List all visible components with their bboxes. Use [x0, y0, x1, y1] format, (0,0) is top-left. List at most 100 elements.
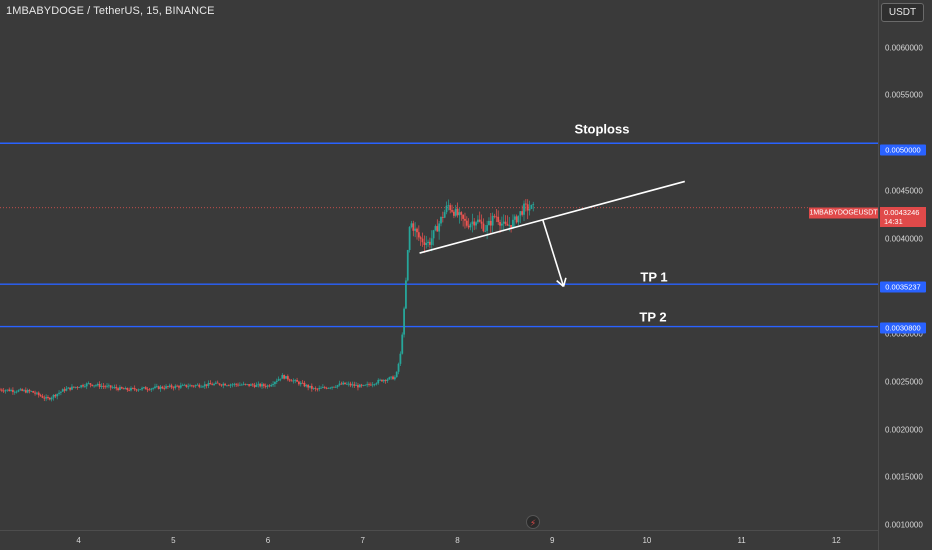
- candle-body: [451, 210, 453, 212]
- candle-body: [347, 383, 350, 385]
- candle-body: [36, 392, 38, 394]
- candle-body: [305, 384, 308, 387]
- candle-body: [368, 384, 370, 385]
- candle-body: [512, 219, 514, 228]
- lightning-icon[interactable]: ⚡: [526, 515, 540, 529]
- candle-body: [362, 385, 365, 386]
- candle-body: [131, 387, 134, 389]
- currency-button[interactable]: USDT: [881, 3, 924, 22]
- candle-body: [109, 385, 112, 388]
- candle-body: [423, 242, 426, 245]
- symbol-title: 1MBABYDOGE / TetherUS, 15, BINANCE: [6, 5, 215, 17]
- stoploss-price-label: 0.0050000: [880, 144, 926, 156]
- candle-body: [325, 387, 328, 389]
- candle-body: [272, 384, 274, 386]
- candle-body: [399, 353, 402, 364]
- candle-body: [115, 387, 118, 389]
- candle-body: [401, 334, 404, 354]
- candle-body: [176, 385, 179, 387]
- candle-body: [111, 387, 114, 389]
- candle-body: [30, 391, 33, 392]
- candle-body: [274, 382, 276, 385]
- candle-body: [279, 378, 282, 380]
- candle-body: [117, 388, 119, 390]
- candle-body: [37, 392, 40, 396]
- candle-body: [178, 386, 180, 388]
- candle-body: [309, 385, 311, 388]
- candle-body: [290, 380, 293, 382]
- candle-body: [85, 383, 88, 387]
- candle-body: [72, 386, 75, 388]
- candle-body: [333, 386, 335, 388]
- candle-body: [207, 382, 210, 386]
- candle-body: [340, 383, 343, 385]
- candle-body: [152, 388, 155, 389]
- candle-body: [432, 230, 435, 239]
- candle-body: [165, 386, 167, 389]
- candle-body: [513, 216, 516, 220]
- price-axis-divider: [878, 0, 879, 550]
- candle-body: [381, 379, 383, 382]
- candle-body: [395, 371, 398, 378]
- candle-body: [323, 387, 326, 388]
- candle-body: [124, 388, 127, 390]
- arrow-head-1: [562, 277, 567, 287]
- candle-body: [307, 384, 310, 388]
- candle-body: [6, 389, 9, 391]
- candle-body: [465, 220, 468, 226]
- candle-body: [436, 226, 439, 232]
- candle-body: [154, 386, 156, 389]
- candle-body: [266, 385, 269, 387]
- candle-body: [298, 381, 300, 385]
- candle-body: [19, 389, 22, 391]
- candle-body: [133, 388, 136, 390]
- candle-body: [83, 386, 86, 388]
- candle-body: [251, 384, 254, 386]
- current-price-tag: 0.0043246 14:31: [880, 207, 926, 227]
- candle-body: [28, 390, 31, 392]
- candle-body: [226, 385, 228, 387]
- x-tick-label: 8: [455, 536, 460, 545]
- candle-body: [122, 388, 125, 390]
- candle-body: [15, 391, 18, 393]
- candle-body: [167, 386, 169, 388]
- candle-body: [213, 383, 215, 386]
- x-tick-label: 9: [549, 536, 555, 545]
- candle-body: [517, 215, 520, 223]
- candle-body: [447, 205, 450, 207]
- candle-body: [506, 223, 509, 226]
- candle-body: [458, 212, 461, 216]
- candle-body: [434, 226, 437, 231]
- bar-countdown: 14:31: [884, 217, 903, 226]
- candle-body: [128, 389, 131, 391]
- candle-body: [438, 223, 441, 232]
- candle-body: [349, 383, 352, 386]
- x-tick-label: 5: [171, 536, 176, 545]
- time-axis-divider: [0, 530, 878, 531]
- candle-body: [425, 243, 428, 245]
- candle-body: [429, 241, 431, 245]
- candle-body: [107, 385, 110, 387]
- candle-body: [508, 224, 511, 226]
- candle-body: [187, 386, 190, 388]
- candle-body: [456, 208, 459, 216]
- tp1-price-label: 0.0035237: [880, 281, 926, 293]
- candle-body: [246, 384, 249, 385]
- candle-body: [50, 397, 53, 400]
- candle-body: [366, 384, 369, 385]
- candle-body: [392, 376, 394, 380]
- candle-body: [4, 390, 7, 392]
- candle-body: [261, 384, 263, 387]
- candle-body: [185, 384, 188, 387]
- candle-body: [329, 387, 332, 389]
- candle-body: [296, 379, 298, 382]
- y-tick-label: 0.0025000: [885, 377, 923, 387]
- candle-body: [285, 376, 287, 379]
- y-tick-label: 0.0030000: [885, 329, 923, 339]
- candle-body: [497, 216, 500, 223]
- candle-body: [357, 385, 359, 388]
- candle-body: [43, 397, 46, 399]
- candle-body: [56, 393, 59, 397]
- ticker-tag: 1MBABYDOGEUSDT: [809, 207, 878, 219]
